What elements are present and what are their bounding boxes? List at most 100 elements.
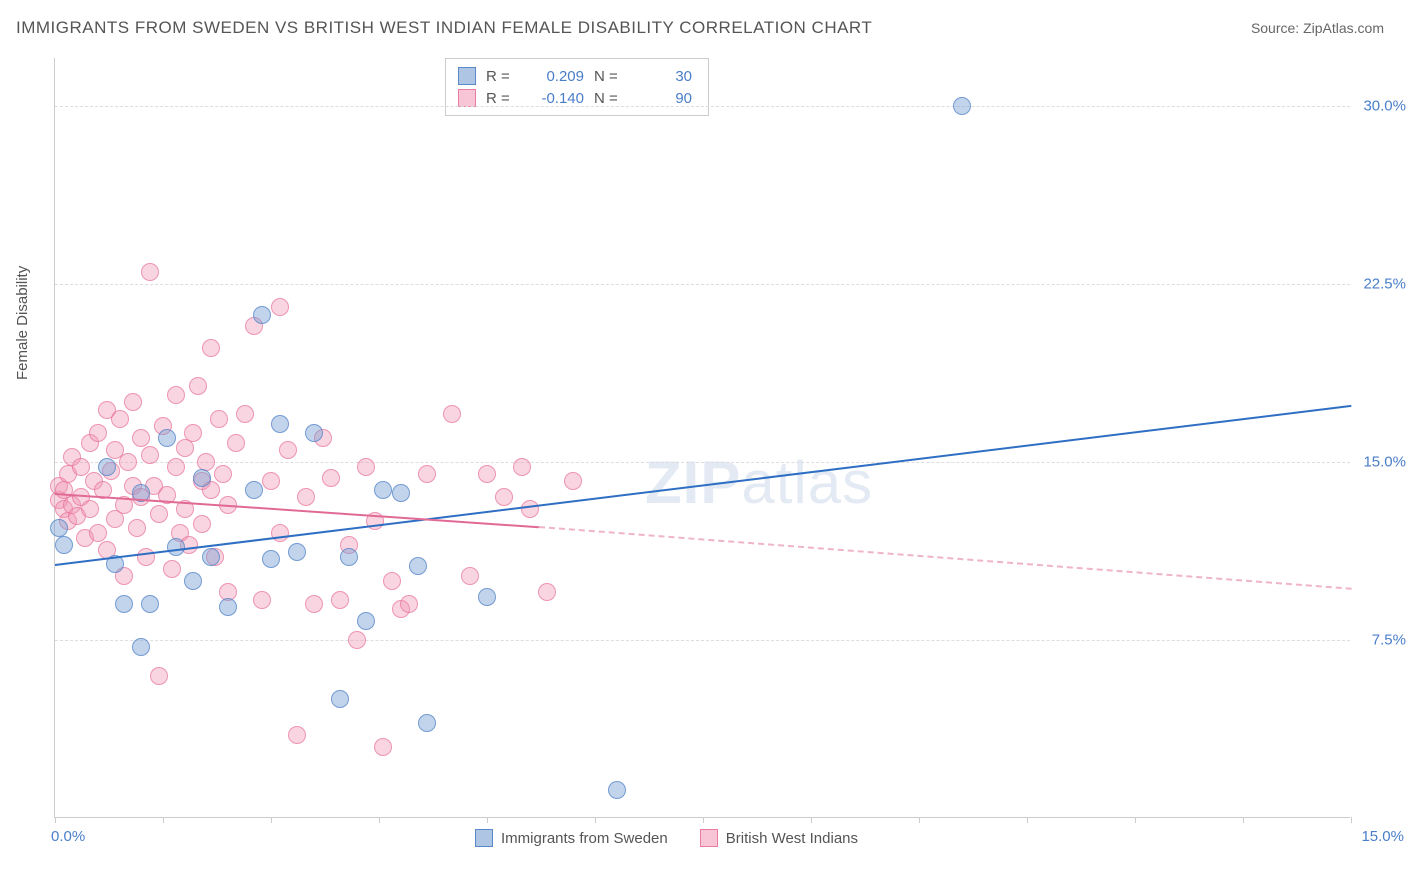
data-point xyxy=(50,519,68,537)
x-tick-mark xyxy=(595,817,596,823)
data-point xyxy=(305,424,323,442)
data-point xyxy=(81,500,99,518)
data-point xyxy=(150,505,168,523)
data-point xyxy=(331,690,349,708)
x-tick-mark xyxy=(379,817,380,823)
chart-container: IMMIGRANTS FROM SWEDEN VS BRITISH WEST I… xyxy=(0,0,1406,892)
data-point xyxy=(297,488,315,506)
x-tick-label-left: 0.0% xyxy=(51,828,85,845)
data-point xyxy=(513,458,531,476)
x-tick-mark xyxy=(163,817,164,823)
data-point xyxy=(608,781,626,799)
watermark: ZIPatlas xyxy=(645,448,873,517)
data-point xyxy=(418,465,436,483)
data-point xyxy=(357,612,375,630)
data-point xyxy=(89,424,107,442)
data-point xyxy=(167,386,185,404)
data-point xyxy=(158,429,176,447)
data-point xyxy=(193,515,211,533)
data-point xyxy=(189,377,207,395)
data-point xyxy=(271,298,289,316)
data-point xyxy=(132,429,150,447)
data-point xyxy=(478,588,496,606)
data-point xyxy=(219,598,237,616)
data-point xyxy=(383,572,401,590)
grid-line xyxy=(55,106,1350,107)
data-point xyxy=(253,591,271,609)
data-point xyxy=(271,415,289,433)
grid-line xyxy=(55,284,1350,285)
x-tick-mark xyxy=(55,817,56,823)
data-point xyxy=(141,446,159,464)
data-point xyxy=(137,548,155,566)
data-point xyxy=(443,405,461,423)
data-point xyxy=(167,458,185,476)
y-tick-label: 22.5% xyxy=(1363,275,1406,292)
data-point xyxy=(141,595,159,613)
x-tick-mark xyxy=(271,817,272,823)
legend-item-blue: Immigrants from Sweden xyxy=(475,829,668,847)
data-point xyxy=(521,500,539,518)
swatch-blue-icon xyxy=(475,829,493,847)
data-point xyxy=(245,481,263,499)
stats-box: R = 0.209 N = 30 R = -0.140 N = 90 xyxy=(445,58,709,116)
data-point xyxy=(210,410,228,428)
data-point xyxy=(124,393,142,411)
x-tick-mark xyxy=(919,817,920,823)
x-tick-label-right: 15.0% xyxy=(1361,828,1404,845)
data-point xyxy=(202,339,220,357)
data-point xyxy=(55,536,73,554)
data-point xyxy=(305,595,323,613)
data-point xyxy=(193,469,211,487)
chart-plot-area: ZIPatlas R = 0.209 N = 30 R = -0.140 N =… xyxy=(54,58,1350,818)
x-tick-mark xyxy=(1351,817,1352,823)
data-point xyxy=(288,543,306,561)
data-point xyxy=(197,453,215,471)
data-point xyxy=(128,519,146,537)
data-point xyxy=(374,738,392,756)
stats-row-blue: R = 0.209 N = 30 xyxy=(458,65,692,87)
data-point xyxy=(461,567,479,585)
data-point xyxy=(418,714,436,732)
data-point xyxy=(227,434,245,452)
y-tick-label: 30.0% xyxy=(1363,97,1406,114)
source-label: Source: ZipAtlas.com xyxy=(1251,20,1384,36)
data-point xyxy=(538,583,556,601)
data-point xyxy=(348,631,366,649)
data-point xyxy=(119,453,137,471)
grid-line xyxy=(55,640,1350,641)
x-tick-mark xyxy=(1135,817,1136,823)
data-point xyxy=(331,591,349,609)
data-point xyxy=(271,524,289,542)
x-tick-mark xyxy=(703,817,704,823)
data-point xyxy=(340,548,358,566)
data-point xyxy=(141,263,159,281)
swatch-pink-icon xyxy=(458,89,476,107)
data-point xyxy=(163,560,181,578)
data-point xyxy=(214,465,232,483)
data-point xyxy=(89,524,107,542)
data-point xyxy=(374,481,392,499)
y-axis-label: Female Disability xyxy=(14,266,31,380)
data-point xyxy=(236,405,254,423)
x-tick-mark xyxy=(1027,817,1028,823)
data-point xyxy=(400,595,418,613)
swatch-pink-icon xyxy=(700,829,718,847)
data-point xyxy=(253,306,271,324)
data-point xyxy=(132,638,150,656)
data-point xyxy=(202,548,220,566)
data-point xyxy=(98,458,116,476)
grid-line xyxy=(55,462,1350,463)
swatch-blue-icon xyxy=(458,67,476,85)
data-point xyxy=(115,595,133,613)
x-tick-mark xyxy=(487,817,488,823)
data-point xyxy=(564,472,582,490)
x-tick-mark xyxy=(811,817,812,823)
data-point xyxy=(322,469,340,487)
data-point xyxy=(495,488,513,506)
data-point xyxy=(953,97,971,115)
x-tick-mark xyxy=(1243,817,1244,823)
data-point xyxy=(150,667,168,685)
data-point xyxy=(409,557,427,575)
data-point xyxy=(357,458,375,476)
